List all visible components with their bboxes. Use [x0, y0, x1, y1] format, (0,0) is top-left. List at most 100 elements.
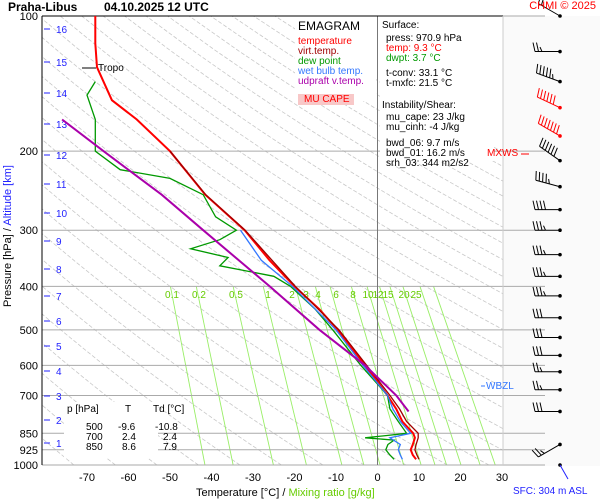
wind-barb-flag	[543, 291, 546, 297]
legend-virt-temp: virt.temp.	[298, 46, 340, 57]
wind-barb-flag	[536, 245, 539, 255]
dry-adiabat	[42, 56, 503, 369]
bwd-06: bwd_06: 9.7 m/s	[386, 138, 460, 149]
wind-barb-flag	[536, 267, 539, 277]
wind-barb-flag	[553, 147, 558, 157]
x-tick-label: 10	[413, 472, 425, 484]
srh-03: srh_03: 344 m2/s2	[386, 158, 469, 169]
wind-barb-flag	[536, 87, 540, 98]
wind-barb-flag	[539, 385, 543, 390]
dry-adiabat	[42, 75, 503, 388]
wind-barb-staff	[559, 464, 569, 480]
wind-barb-flag	[540, 450, 545, 454]
wind-barb-flag	[531, 449, 539, 458]
altitude-tick-label: 1	[56, 439, 62, 450]
mixing-ratio-label: 12	[372, 290, 384, 301]
wind-barb-flag	[539, 65, 542, 75]
mixing-ratio-axis-label: Mixing ratio [g/kg]	[288, 487, 375, 499]
wind-barb-flag	[540, 116, 545, 126]
legend-wet-bulb: wet bulb temp.	[298, 66, 364, 77]
wind-barb-staff	[537, 96, 561, 109]
dry-adiabat	[42, 233, 365, 465]
bwd-01: bwd_01: 16.2 m/s	[386, 148, 465, 159]
wind-barb	[532, 328, 562, 340]
wind-barb-flag	[540, 0, 544, 6]
wind-barb-flag	[539, 367, 543, 372]
mixing-ratio-line	[402, 286, 462, 465]
mixing-ratio-line	[329, 286, 381, 465]
dry-adiabat	[102, 16, 503, 277]
wind-barb-staff	[536, 72, 561, 83]
x-tick-label: -60	[121, 472, 137, 484]
mixing-ratio-label: 0.5	[229, 290, 243, 301]
surface-press: press: 970.9 hPa	[386, 33, 462, 44]
x-tick-label: -30	[245, 472, 261, 484]
wind-barb-staff	[535, 179, 561, 188]
wind-barb-flag	[546, 92, 550, 102]
mixing-ratio-label: 8	[350, 290, 356, 301]
wind-barb-flag	[542, 66, 545, 76]
wind-barb-flag	[537, 0, 540, 4]
y-tick-label: 200	[20, 146, 38, 158]
wind-barb	[532, 267, 562, 279]
wind-barb	[532, 402, 562, 414]
wind-barb-staff	[538, 444, 561, 458]
wind-barb-flag	[539, 328, 543, 338]
surface-temp: temp: 9.3 °C	[386, 43, 442, 54]
mixing-ratio-label: 10	[362, 290, 374, 301]
altitude-tick-label: 7	[56, 292, 62, 303]
wind-barb-flag	[549, 93, 553, 104]
mixing-ratio-label: 1	[265, 290, 271, 301]
wind-barb-flag	[540, 89, 543, 99]
dry-adiabat	[167, 16, 503, 228]
altitude-tick-label: 4	[56, 367, 62, 378]
mixing-ratio-label: 4	[315, 290, 321, 301]
x-tick-label: -10	[328, 472, 344, 484]
altitude-tick-label: 5	[56, 342, 62, 353]
wind-barb-flag	[549, 68, 552, 78]
x-tick-label: -70	[79, 472, 95, 484]
wind-barb-staff	[539, 145, 561, 162]
wind-barb-flag	[536, 308, 539, 318]
wind-barb-flag	[543, 249, 546, 255]
wind-barb	[537, 114, 562, 138]
series-udpraft-v-temp-	[61, 118, 410, 413]
altitude-tick-label: 8	[56, 265, 62, 276]
wind-barb	[532, 42, 562, 54]
mixing-ratio-label: 6	[333, 290, 339, 301]
mixing-ratio-label: 15	[382, 290, 394, 301]
mixing-ratio-line	[366, 286, 422, 465]
y-tick-label: 100	[20, 11, 38, 23]
mixing-ratio-label: 20	[398, 290, 410, 301]
mixing-ratio-label: 2	[289, 290, 295, 301]
mixing-ratio-label: 25	[410, 290, 422, 301]
wind-barb-flag	[544, 141, 550, 151]
dry-adiabat	[59, 16, 503, 312]
table-cell: 850	[86, 442, 103, 453]
wind-barb-flag	[536, 402, 539, 412]
mixing-ratio-label: 3	[303, 290, 309, 301]
datetime-title: 04.10.2025 12 UTC	[104, 0, 209, 14]
wind-barb-flag	[549, 121, 554, 131]
wind-barb-flag	[532, 200, 536, 210]
info-panel: Surface: press: 970.9 hPa temp: 9.3 °C d…	[380, 17, 494, 169]
mixing-ratio-line	[419, 286, 481, 465]
x-axis-sep: /	[282, 487, 286, 499]
t-mxfc: t-mxfc: 21.5 °C	[386, 78, 453, 89]
altitude-tick-label: 12	[56, 151, 68, 162]
wind-barb-flag	[532, 328, 536, 338]
table-cell: 2.4	[122, 432, 136, 443]
wind-barb-flag	[536, 286, 539, 296]
mixing-ratio-line	[314, 286, 365, 465]
wind-barb-flag	[547, 143, 553, 153]
x-tick-label: -40	[204, 472, 220, 484]
wind-barb-flag	[539, 245, 543, 255]
wind-barb-flag	[536, 200, 539, 210]
table-cell: 700	[86, 432, 103, 443]
wind-barb	[532, 380, 562, 392]
wind-barb	[532, 245, 562, 257]
wind-barb-staff	[538, 3, 561, 17]
wind-barb-flag	[534, 448, 542, 456]
legend-dew-point: dew point	[298, 56, 341, 67]
table-header-t: T	[125, 404, 132, 415]
